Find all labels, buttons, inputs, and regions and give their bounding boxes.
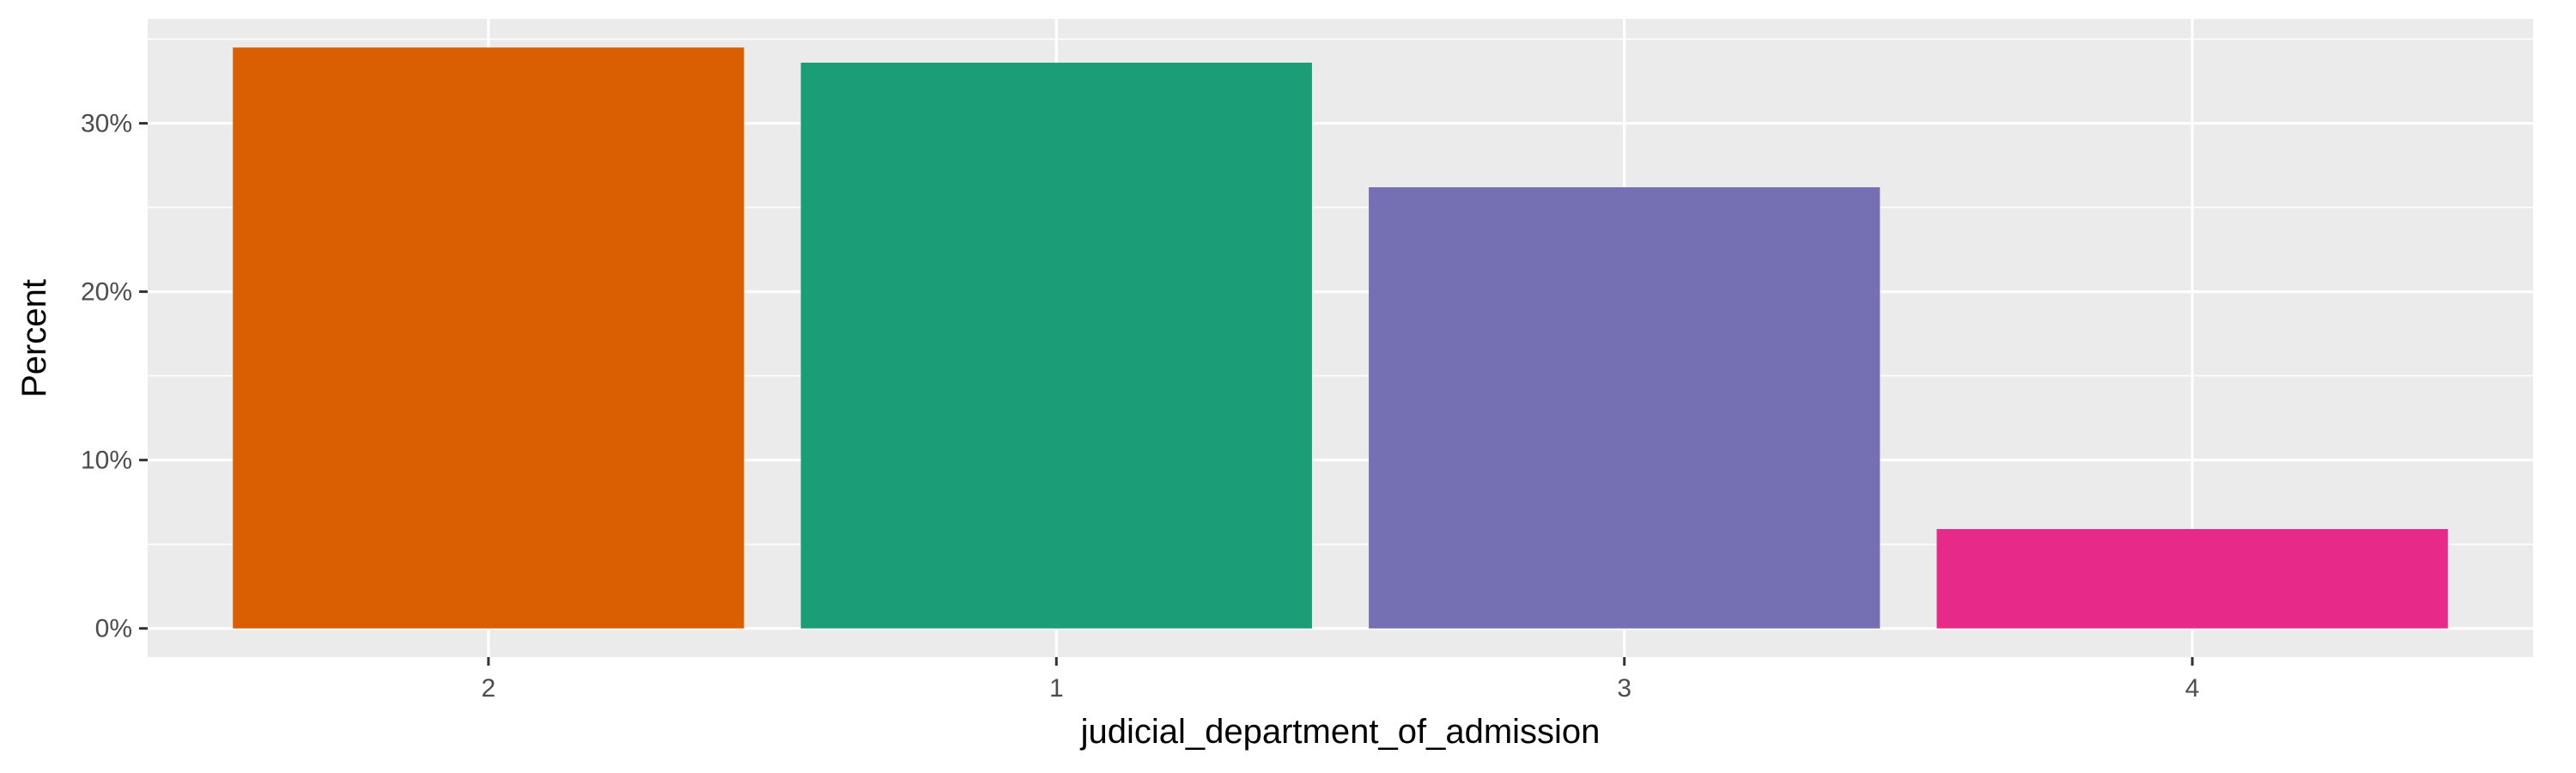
bar-1 bbox=[800, 62, 1312, 629]
bar-2 bbox=[233, 47, 744, 629]
x-tick-label: 4 bbox=[2185, 674, 2200, 703]
x-tick-label: 2 bbox=[482, 674, 496, 703]
bar-4 bbox=[1936, 529, 2448, 629]
y-tick-label: 20% bbox=[81, 278, 132, 307]
x-tick-label: 3 bbox=[1617, 674, 1631, 703]
y-tick-label: 0% bbox=[95, 615, 132, 643]
bars bbox=[233, 47, 2448, 629]
bar-3 bbox=[1369, 187, 1880, 629]
x-tick-label: 1 bbox=[1049, 674, 1064, 703]
y-tick-label: 10% bbox=[81, 447, 132, 475]
y-axis: 0% 10% 20% 30% bbox=[81, 110, 148, 643]
y-axis-title: Percent bbox=[15, 279, 53, 398]
x-axis-title: judicial_department_of_admission bbox=[1080, 713, 1601, 751]
x-axis: 2 1 3 4 bbox=[482, 657, 2200, 703]
y-tick-label: 30% bbox=[81, 110, 132, 138]
